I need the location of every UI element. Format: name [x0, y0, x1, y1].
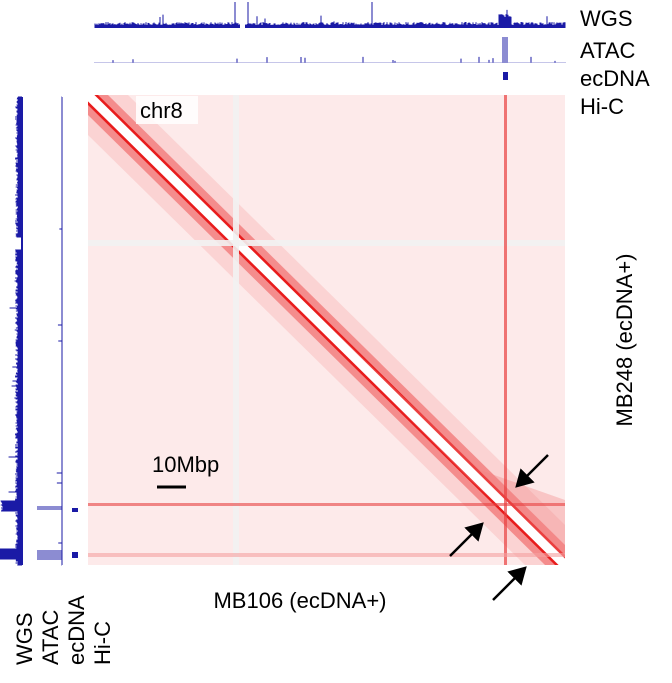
arrow [492, 566, 527, 601]
y-axis-label: MB248 (ecDNA+) [612, 253, 637, 426]
scale-bar-label: 10Mbp [152, 452, 219, 477]
signal [94, 37, 566, 63]
wgs-track-top [94, 2, 566, 28]
arrow [449, 522, 484, 557]
track-label: Hi-C [580, 94, 624, 119]
track-label: Hi-C [90, 621, 115, 665]
arrow [515, 454, 549, 488]
track-label: WGS [580, 6, 633, 31]
atac-track-left [37, 96, 63, 566]
hic-map [88, 95, 565, 565]
ecdna-mark-left [72, 552, 78, 558]
signal [0, 96, 22, 566]
track-label: ATAC [38, 609, 63, 665]
track-label: ATAC [580, 38, 636, 63]
track-label: ecDNA [580, 66, 650, 91]
atac-track-top [94, 37, 566, 63]
signal [37, 96, 63, 566]
track-gap [240, 0, 245, 28]
ecdna-mark-top [503, 72, 508, 80]
track-label: ecDNA [64, 595, 89, 665]
chromosome-label: chr8 [140, 98, 183, 123]
wgs-track-left [0, 96, 23, 566]
signal [94, 2, 566, 28]
x-axis-label: MB106 (ecDNA+) [213, 588, 386, 613]
ecdna-mark-left [72, 508, 78, 512]
label-bg [136, 96, 198, 124]
track-label: WGS [12, 612, 37, 665]
